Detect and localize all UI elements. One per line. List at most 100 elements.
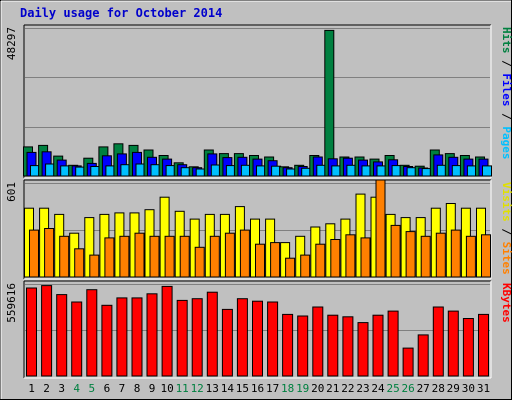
bar-kbytes-day-10: [161, 285, 173, 377]
bar-sites-day-16: [255, 243, 265, 278]
x-tick-label-day-28: 28: [432, 382, 445, 395]
bar-kbytes-day-7: [116, 297, 128, 377]
bar-sites-day-8: [134, 232, 145, 278]
x-tick-label-day-10: 10: [160, 382, 173, 395]
bar-kbytes-day-8: [131, 297, 143, 377]
legend-separator: /: [500, 222, 512, 242]
x-tick-label-day-25: 25: [386, 382, 399, 395]
bar-kbytes-day-29: [447, 310, 459, 377]
bar-sites-day-2: [44, 228, 55, 278]
bar-kbytes-day-23: [357, 322, 369, 377]
bar-sites-day-10: [164, 235, 175, 278]
bar-sites-day-9: [149, 235, 160, 278]
legend-files: Files: [500, 73, 512, 106]
bar-kbytes-day-25: [387, 310, 399, 377]
x-tick-label-day-11: 11: [176, 382, 189, 395]
x-tick-label-day-23: 23: [356, 382, 369, 395]
bar-kbytes-day-16: [252, 300, 263, 377]
y-max-label: 559616: [5, 283, 18, 323]
bar-kbytes-day-27: [417, 334, 429, 377]
bar-sites-day-25: [390, 224, 401, 278]
bar-kbytes-day-30: [462, 318, 474, 377]
x-tick-label-day-24: 24: [371, 382, 385, 395]
x-tick-label-day-1: 1: [28, 382, 35, 395]
legend-separator: /: [500, 107, 512, 127]
bar-kbytes-day-13: [206, 291, 218, 377]
bar-kbytes-day-21: [327, 314, 339, 377]
bar-kbytes-day-26: [402, 347, 414, 377]
x-tick-label-day-26: 26: [401, 382, 414, 395]
y-max-label: 48297: [5, 27, 18, 60]
bar-kbytes-day-12: [191, 298, 203, 377]
x-tick-label-day-13: 13: [206, 382, 219, 395]
x-tick-label-day-27: 27: [417, 382, 430, 395]
bar-pages-day-31: [482, 165, 492, 177]
bar-sites-day-24: [375, 179, 386, 278]
x-tick-label-day-20: 20: [311, 382, 324, 395]
bar-kbytes-day-14: [221, 308, 233, 377]
x-tick-label-day-7: 7: [119, 382, 126, 395]
bar-sites-day-31: [481, 234, 491, 278]
x-tick-label-day-4: 4: [73, 382, 80, 395]
chart-title: Daily usage for October 2014: [20, 6, 223, 20]
legend-hits: Hits: [500, 27, 512, 54]
x-tick-label-day-16: 16: [251, 382, 264, 395]
legend-pages: Pages: [500, 126, 512, 159]
bar-sites-day-4: [74, 248, 85, 278]
x-tick-label-day-30: 30: [462, 382, 475, 395]
x-tick-label-day-19: 19: [296, 382, 309, 395]
bar-sites-day-13: [209, 235, 220, 278]
bar-kbytes-day-18: [282, 313, 294, 377]
x-tick-label-day-12: 12: [191, 382, 204, 395]
bar-sites-day-1: [29, 229, 39, 278]
bar-sites-day-27: [420, 235, 431, 278]
bar-sites-day-18: [285, 257, 296, 278]
legend-labels: KBytes: [500, 283, 512, 323]
bar-sites-day-17: [270, 242, 281, 278]
bar-sites-day-28: [435, 232, 446, 278]
x-tick-label-day-5: 5: [88, 382, 95, 395]
bar-sites-day-20: [315, 243, 326, 278]
bar-sites-day-14: [224, 232, 235, 278]
x-tick-label-day-21: 21: [326, 382, 339, 395]
bar-kbytes-day-2: [41, 285, 53, 377]
legend-labels: Visits / Sites: [500, 182, 512, 275]
bar-kbytes-day-31: [478, 313, 489, 377]
x-tick-label-day-6: 6: [104, 382, 111, 395]
x-tick-label-day-3: 3: [58, 382, 65, 395]
legend-separator: /: [500, 54, 512, 74]
y-max-label: 601: [5, 182, 18, 202]
bar-sites-day-6: [104, 237, 115, 278]
x-tick-label-day-29: 29: [447, 382, 460, 395]
bar-sites-day-19: [300, 254, 311, 278]
bar-kbytes-day-6: [101, 304, 113, 377]
bar-kbytes-day-22: [342, 316, 354, 377]
x-tick-label-day-17: 17: [266, 382, 279, 395]
bar-kbytes-day-19: [297, 315, 309, 377]
x-tick-label-day-14: 14: [221, 382, 235, 395]
panel-visits-sites: 601 Visits / Sites: [5, 179, 512, 280]
bar-sites-day-29: [450, 229, 461, 278]
bar-kbytes-day-4: [71, 301, 83, 377]
bar-kbytes-day-1: [26, 287, 37, 377]
x-tick-label-day-9: 9: [149, 382, 156, 395]
panel-hits-files-pages: 48297 Hits / Files / Pages: [5, 24, 512, 179]
bar-kbytes-day-15: [236, 298, 248, 377]
bar-sites-day-22: [345, 234, 356, 278]
legend-visits: Visits: [500, 182, 512, 222]
x-tick-label-day-31: 31: [477, 382, 490, 395]
bar-hits-day-21: [324, 29, 335, 177]
bar-sites-day-3: [59, 235, 70, 278]
bar-kbytes-day-11: [176, 299, 188, 377]
bar-sites-day-26: [405, 231, 416, 278]
bar-sites-day-21: [330, 239, 341, 278]
bar-kbytes-day-5: [86, 289, 98, 377]
bar-sites-day-12: [194, 246, 205, 278]
panel-kbytes: 559616 KBytes: [5, 280, 512, 379]
bar-sites-day-7: [119, 235, 130, 278]
x-tick-label-day-15: 15: [236, 382, 249, 395]
bar-sites-day-11: [179, 235, 190, 278]
bar-kbytes-day-9: [146, 293, 158, 377]
legend-sites: Sites: [500, 242, 512, 275]
